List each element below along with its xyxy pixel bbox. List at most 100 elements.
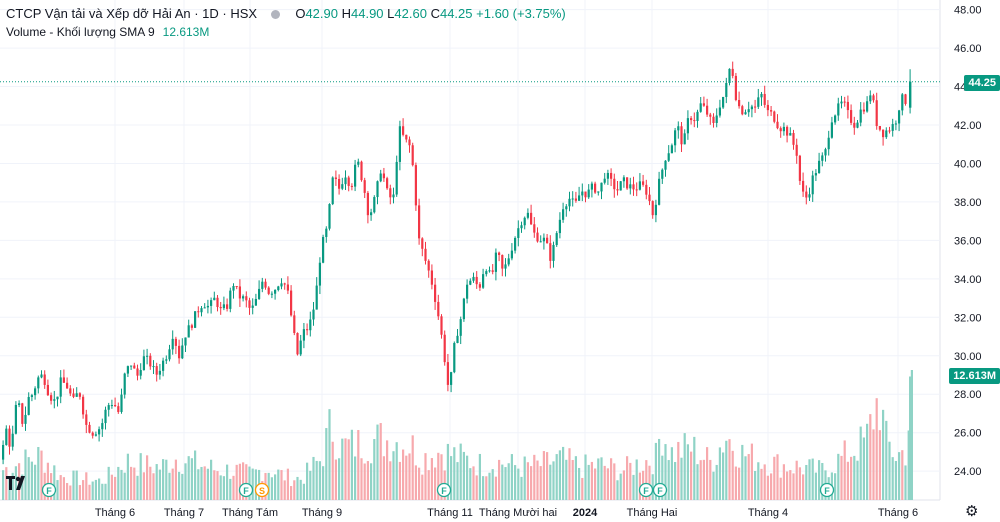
candle-body [670, 145, 673, 154]
candle-body [722, 96, 725, 108]
candle-body [818, 160, 821, 174]
volume-bar [866, 423, 869, 500]
volume-bar [104, 483, 107, 500]
volume-bar [389, 461, 392, 500]
volume-bar [763, 464, 766, 500]
y-tick-label: 46.00 [954, 43, 982, 55]
candle-body [792, 133, 795, 145]
volume-bar [328, 409, 331, 500]
candle-body [811, 175, 814, 195]
candle-body [750, 106, 753, 110]
volume-bar [718, 447, 721, 500]
volume-bar [206, 468, 209, 500]
volume-bar [581, 477, 584, 500]
candle-body [53, 399, 56, 401]
volume-bar [2, 470, 5, 500]
volume-bar [226, 464, 229, 500]
candle-body [507, 258, 510, 265]
candle-body [283, 283, 286, 285]
candle-body [382, 173, 385, 179]
chart-legend: CTCP Vận tải và Xếp dỡ Hải An · 1D · HSX… [6, 5, 566, 23]
volume-bar [661, 455, 664, 500]
volume-bar [594, 468, 597, 500]
candle-body [475, 276, 478, 285]
volume-legend[interactable]: Volume - Khối lượng SMA 9 12.613M [6, 24, 209, 40]
candle-body [869, 95, 872, 102]
volume-bar [232, 475, 235, 500]
candle-body [882, 129, 885, 138]
volume-bar [568, 448, 571, 500]
volume-legend-value: 12.613M [162, 25, 210, 39]
volume-bar [555, 454, 558, 500]
candle-body [574, 198, 577, 201]
volume-bar [734, 466, 737, 500]
volume-bar [546, 452, 549, 500]
volume-bar [606, 468, 609, 500]
volume-bar [466, 455, 469, 500]
volume-bar [520, 476, 523, 500]
symbol-title[interactable]: CTCP Vận tải và Xếp dỡ Hải An · 1D · HSX [6, 6, 258, 21]
volume-bar [331, 441, 334, 500]
candle-body [446, 362, 449, 385]
volume-bar [779, 477, 782, 500]
volume-bar [491, 469, 494, 500]
candle-body [546, 237, 549, 244]
candle-body [552, 244, 555, 261]
x-tick-label: Tháng Mười hai [479, 507, 557, 519]
candle-body [875, 100, 878, 127]
candle-body [219, 307, 222, 309]
volume-bar [453, 447, 456, 500]
candle-body [872, 95, 875, 101]
candle-body [725, 82, 728, 97]
candle-body [46, 384, 49, 396]
volume-bar [616, 480, 619, 500]
gear-icon[interactable]: ⚙ [965, 503, 979, 520]
volume-bar [750, 443, 753, 500]
candle-body [331, 177, 334, 205]
volume-bar [312, 456, 315, 500]
candle-body [443, 334, 446, 363]
volume-bar [482, 476, 485, 500]
candle-body [21, 403, 24, 424]
candle-body [165, 359, 168, 361]
volume-bar [210, 459, 213, 500]
volume-bar [706, 447, 709, 500]
volume-bar [619, 473, 622, 500]
candle-body [130, 365, 133, 367]
x-tick-label: Tháng 6 [878, 507, 918, 519]
candle-body [891, 124, 894, 131]
candle-body [363, 180, 366, 193]
volume-bar [542, 451, 545, 500]
volume-bar [270, 477, 273, 500]
volume-bar [667, 460, 670, 500]
volume-bar [584, 454, 587, 500]
volume-bar [434, 467, 437, 500]
candle-body [830, 122, 833, 138]
volume-bar [315, 460, 318, 500]
candle-body [728, 68, 731, 83]
volume-bar [341, 438, 344, 500]
candle-body [619, 181, 622, 191]
candle-body [66, 382, 69, 389]
volume-bar [549, 464, 552, 500]
volume-bar [98, 478, 101, 500]
volume-bar [776, 454, 779, 500]
volume-bar [910, 370, 913, 500]
volume-bar [318, 461, 321, 500]
volume-bar [683, 433, 686, 500]
event-badge-icon [436, 482, 452, 498]
event-badge-icon [819, 482, 835, 498]
tradingview-logo-icon[interactable] [6, 476, 28, 492]
candle-body [200, 308, 203, 313]
volume-bar [245, 464, 248, 500]
candle-body [418, 205, 421, 239]
candle-body [290, 290, 293, 316]
volume-legend-label: Volume - Khối lượng SMA 9 [6, 25, 155, 39]
candle-body [501, 254, 504, 269]
volume-bar [213, 470, 216, 500]
candle-body [254, 298, 257, 306]
volume-bar [690, 451, 693, 500]
x-tick-label: Tháng Hai [627, 507, 678, 519]
volume-bar [142, 472, 145, 500]
